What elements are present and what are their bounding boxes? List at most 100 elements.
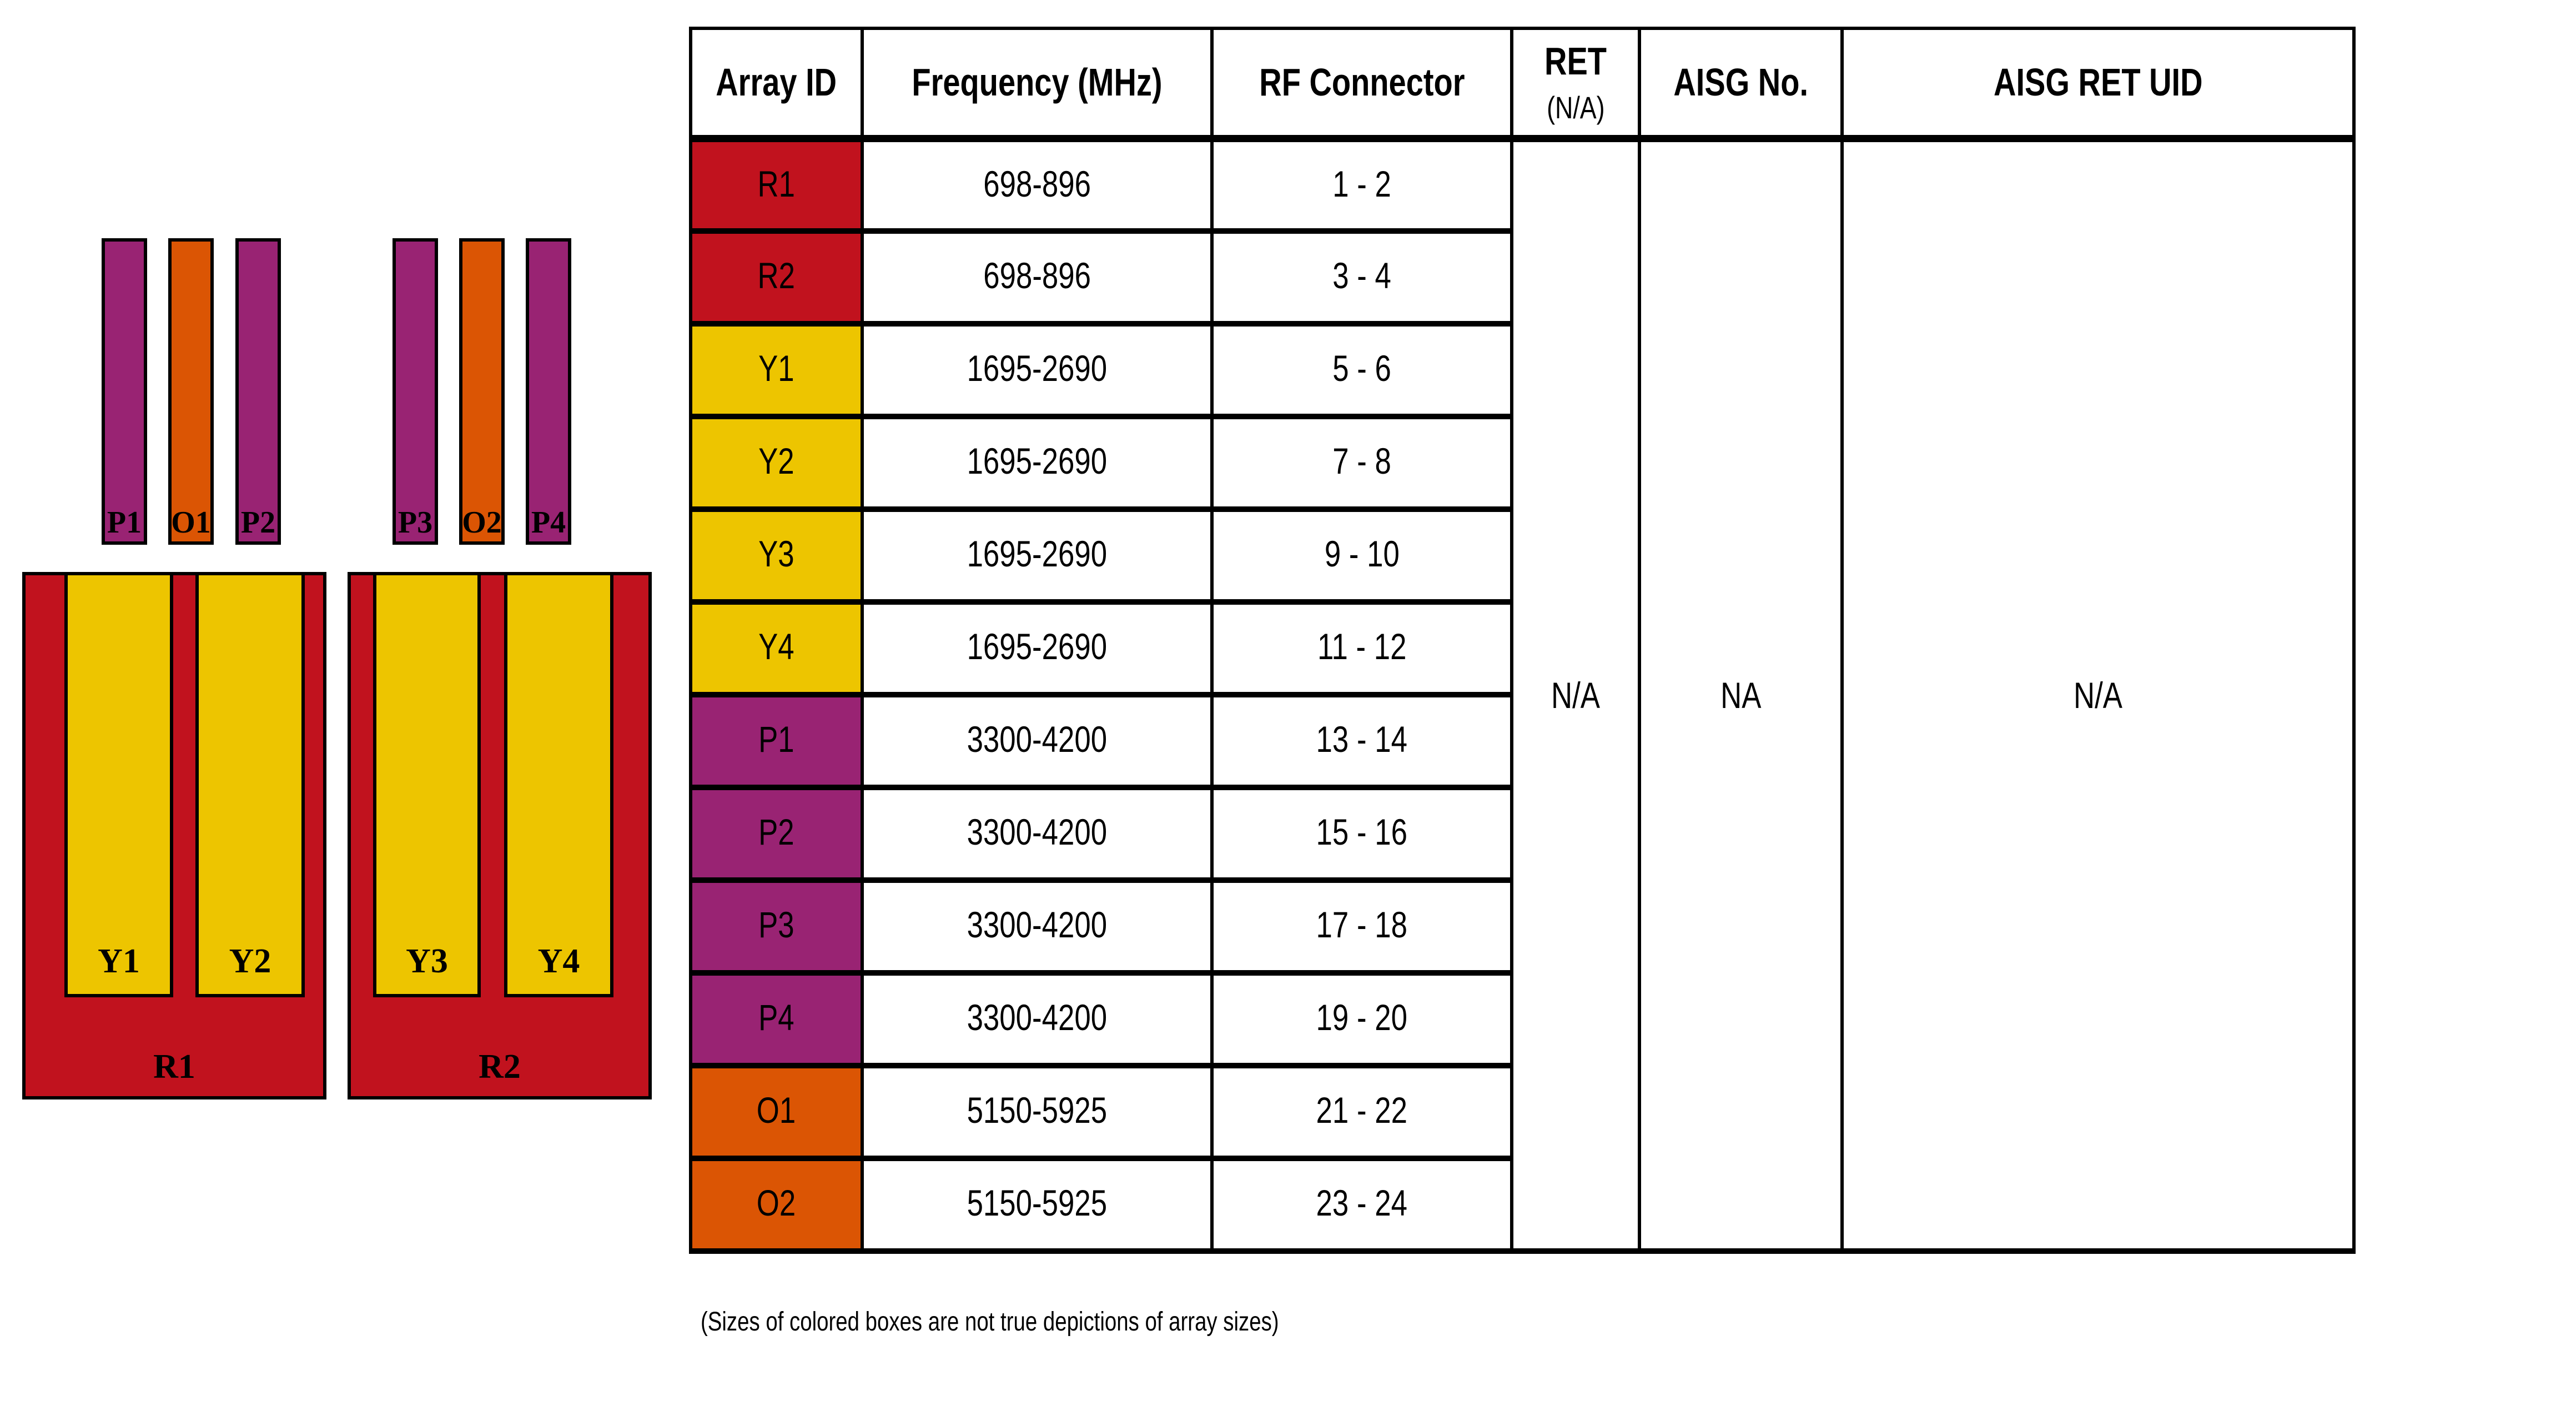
- table-row: Y4 1695-2690 11 - 12: [689, 599, 2354, 697]
- frequency-cell: 698-896: [861, 228, 1214, 327]
- array-box-label: Y1: [98, 942, 140, 980]
- frequency-cell: 5150-5925: [861, 1063, 1214, 1161]
- array-box-label: O1: [171, 505, 211, 540]
- header-aisg-no-text: AISG No.: [1673, 60, 1808, 104]
- rf-connector-cell: 15 - 16: [1210, 785, 1513, 883]
- header-ret-text: RET: [1544, 39, 1607, 83]
- array-box-p3: P3: [393, 238, 438, 545]
- table-row: Y3 1695-2690 9 - 10: [689, 506, 2354, 605]
- array-box-y3: Y3: [373, 572, 481, 997]
- table-row: Y2 1695-2690 7 - 8: [689, 414, 2354, 512]
- frequency-text: 5150-5925: [967, 1182, 1108, 1223]
- ret-value-text: N/A: [1551, 674, 1601, 716]
- array-box-label: Y4: [537, 942, 580, 980]
- array-id-text: P1: [758, 719, 794, 760]
- rf-connector-cell: 19 - 20: [1210, 970, 1513, 1068]
- array-box-label: O2: [462, 505, 502, 540]
- rf-connector-text: 19 - 20: [1316, 997, 1408, 1038]
- rf-connector-cell: 23 - 24: [1210, 1156, 1513, 1254]
- rf-connector-cell: 13 - 14: [1210, 692, 1513, 790]
- array-id-cell: P3: [689, 877, 864, 976]
- array-id-text: P4: [758, 997, 794, 1038]
- array-id-text: Y4: [758, 626, 794, 667]
- frequency-text: 1695-2690: [967, 348, 1108, 389]
- frequency-cell: 5150-5925: [861, 1156, 1214, 1254]
- header-frequency-text: Frequency (MHz): [912, 60, 1163, 104]
- array-box-y2: Y2: [195, 572, 305, 997]
- rf-connector-text: 23 - 24: [1316, 1182, 1408, 1223]
- table-row: R1 698-896 1 - 2 N/A NA N/A: [689, 135, 2356, 1254]
- frequency-cell: 3300-4200: [861, 877, 1214, 976]
- array-id-text: R1: [757, 163, 796, 204]
- frequency-cell: 698-896: [861, 135, 1214, 234]
- array-box-label: Y2: [229, 942, 271, 980]
- frequency-cell: 1695-2690: [861, 599, 1214, 697]
- table-header-row: Array ID Frequency (MHz) RF Connector RE…: [689, 27, 2356, 142]
- header-frequency: Frequency (MHz): [861, 27, 1214, 142]
- rf-connector-text: 1 - 2: [1332, 163, 1391, 204]
- array-id-cell: R2: [689, 228, 864, 327]
- table-row: O1 5150-5925 21 - 22: [689, 1063, 2354, 1161]
- frequency-text: 5150-5925: [967, 1089, 1108, 1131]
- table-row: P3 3300-4200 17 - 18: [689, 877, 2354, 976]
- array-panel-label: R1: [153, 1048, 195, 1086]
- frequency-text: 1695-2690: [967, 533, 1108, 574]
- array-id-text: R2: [757, 255, 796, 296]
- array-id-text: Y3: [758, 533, 794, 574]
- rf-connector-cell: 1 - 2: [1210, 135, 1513, 234]
- diagram-caption: (Sizes of colored boxes are not true dep…: [701, 1306, 1423, 1338]
- array-id-cell: Y1: [689, 321, 864, 419]
- array-box-y1: Y1: [64, 572, 173, 997]
- rf-connector-cell: 3 - 4: [1210, 228, 1513, 327]
- header-array-id: Array ID: [689, 27, 864, 142]
- array-box-label: P4: [531, 505, 566, 540]
- frequency-text: 698-896: [983, 163, 1091, 204]
- frequency-text: 698-896: [983, 255, 1091, 296]
- header-aisg-ret-uid-text: AISG RET UID: [1993, 60, 2203, 104]
- array-id-cell: O1: [689, 1063, 864, 1161]
- array-box-o1: O1: [168, 238, 214, 545]
- array-id-cell: Y4: [689, 599, 864, 697]
- array-id-cell: P4: [689, 970, 864, 1068]
- table-row: P4 3300-4200 19 - 20: [689, 970, 2354, 1068]
- array-box-p4: P4: [526, 238, 571, 545]
- array-id-cell: Y3: [689, 506, 864, 605]
- table-row: O2 5150-5925 23 - 24: [689, 1156, 2354, 1254]
- array-id-text: Y1: [758, 348, 794, 389]
- table-row: R2 698-896 3 - 4: [689, 228, 2354, 327]
- frequency-text: 3300-4200: [967, 997, 1108, 1038]
- table-row: P1 3300-4200 13 - 14: [689, 692, 2354, 790]
- array-id-cell: R1: [689, 135, 864, 234]
- header-ret-subtext: (N/A): [1546, 89, 1605, 125]
- array-spec-table: Array ID Frequency (MHz) RF Connector RE…: [689, 27, 2356, 1254]
- frequency-cell: 3300-4200: [861, 970, 1214, 1068]
- rf-connector-cell: 9 - 10: [1210, 506, 1513, 605]
- frequency-cell: 3300-4200: [861, 692, 1214, 790]
- header-aisg-ret-uid: AISG RET UID: [1840, 27, 2356, 142]
- rf-connector-cell: 11 - 12: [1210, 599, 1513, 697]
- rf-connector-text: 15 - 16: [1316, 811, 1408, 852]
- array-box-label: P3: [398, 505, 433, 540]
- frequency-text: 1695-2690: [967, 440, 1108, 481]
- array-box-label: P2: [240, 505, 276, 540]
- aisg-no-value-text: NA: [1720, 674, 1762, 716]
- diagram-caption-text: (Sizes of colored boxes are not true dep…: [701, 1307, 1279, 1337]
- array-id-text: Y2: [758, 440, 794, 481]
- rf-connector-text: 9 - 10: [1324, 533, 1400, 574]
- frequency-cell: 1695-2690: [861, 321, 1214, 419]
- rf-connector-text: 21 - 22: [1316, 1089, 1408, 1131]
- frequency-text: 3300-4200: [967, 904, 1108, 945]
- array-id-cell: P1: [689, 692, 864, 790]
- array-id-text: P2: [758, 811, 794, 852]
- frequency-text: 3300-4200: [967, 811, 1108, 852]
- rf-connector-cell: 17 - 18: [1210, 877, 1513, 976]
- array-box-p2: P2: [235, 238, 281, 545]
- array-box-label: P1: [107, 505, 142, 540]
- array-id-text: P3: [758, 904, 794, 945]
- rf-connector-text: 3 - 4: [1332, 255, 1391, 296]
- rf-connector-text: 7 - 8: [1332, 440, 1391, 481]
- header-aisg-no: AISG No.: [1638, 27, 1844, 142]
- rf-connector-text: 17 - 18: [1316, 904, 1408, 945]
- header-array-id-text: Array ID: [716, 60, 837, 104]
- frequency-cell: 1695-2690: [861, 414, 1214, 512]
